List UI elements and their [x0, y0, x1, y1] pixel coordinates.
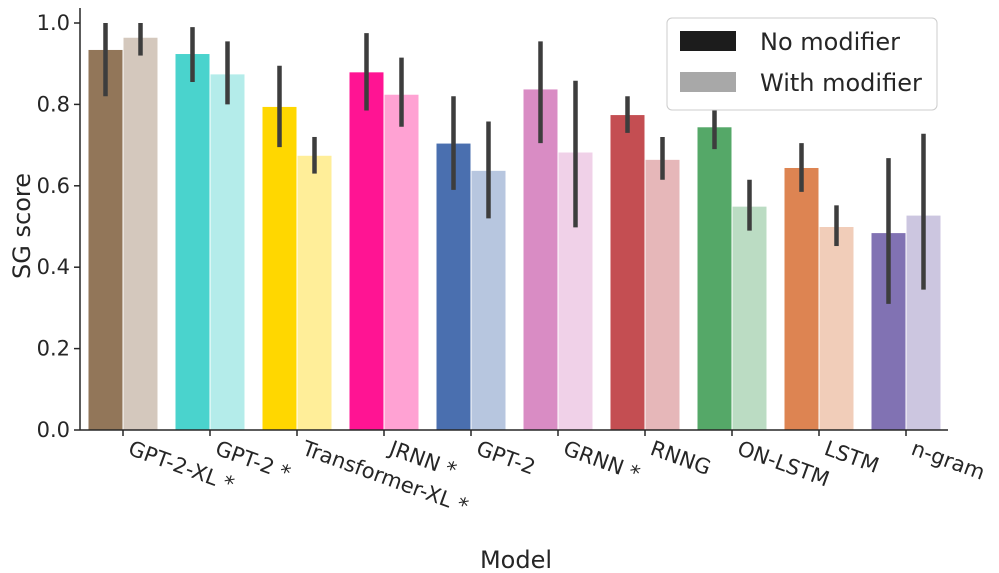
legend: No modifier With modifier: [666, 17, 938, 111]
legend-swatch-with-modifier: [680, 72, 736, 92]
y-tick-label: 0.6: [37, 174, 70, 198]
y-tick-label: 0.4: [37, 255, 70, 279]
bar-with-modifier-2: [296, 154, 333, 431]
bar-with-modifier-1: [209, 73, 246, 431]
x-tick-label: RNNG: [647, 436, 714, 480]
x-ticks-group: GPT-2-XL *GPT-2 * Transformer-XL *JRNN * G…: [122, 430, 988, 518]
bar-no-modifier-7: [696, 126, 733, 431]
y-tick-label: 0.0: [37, 418, 70, 442]
x-tick-label: GRNN *: [560, 436, 643, 486]
y-tick-label: 1.0: [37, 11, 70, 35]
bar-no-modifier-3: [348, 71, 385, 431]
y-tick-label: 0.2: [37, 337, 70, 361]
y-ticks-group: 0.0 0.2 0.4 0.6 0.8 1.0: [37, 11, 80, 442]
legend-label-no-modifier: No modifier: [760, 28, 900, 56]
bar-no-modifier-0: [87, 48, 124, 431]
bar-with-modifier-7: [731, 205, 768, 431]
legend-label-with-modifier: With modifier: [760, 69, 922, 97]
legend-swatch-no-modifier: [680, 31, 736, 51]
x-tick-label: n-gram: [908, 436, 988, 485]
x-axis-label: Model: [480, 546, 552, 573]
x-tick-label: ON-LSTM: [734, 436, 832, 491]
bar-no-modifier-2: [261, 105, 298, 431]
axes-group: [79, 8, 948, 431]
bar-no-modifier-6: [609, 114, 646, 431]
y-tick-label: 0.8: [37, 92, 70, 116]
bar-with-modifier-0: [122, 36, 159, 431]
bar-no-modifier-8: [783, 166, 820, 431]
bar-with-modifier-6: [644, 158, 681, 431]
bar-with-modifier-8: [818, 226, 855, 431]
x-tick-label: GPT-2: [473, 436, 538, 479]
bar-no-modifier-1: [174, 53, 211, 431]
y-axis-label: SG score: [8, 173, 36, 279]
bar-with-modifier-3: [383, 93, 420, 431]
error-bars-group: [103, 23, 926, 304]
